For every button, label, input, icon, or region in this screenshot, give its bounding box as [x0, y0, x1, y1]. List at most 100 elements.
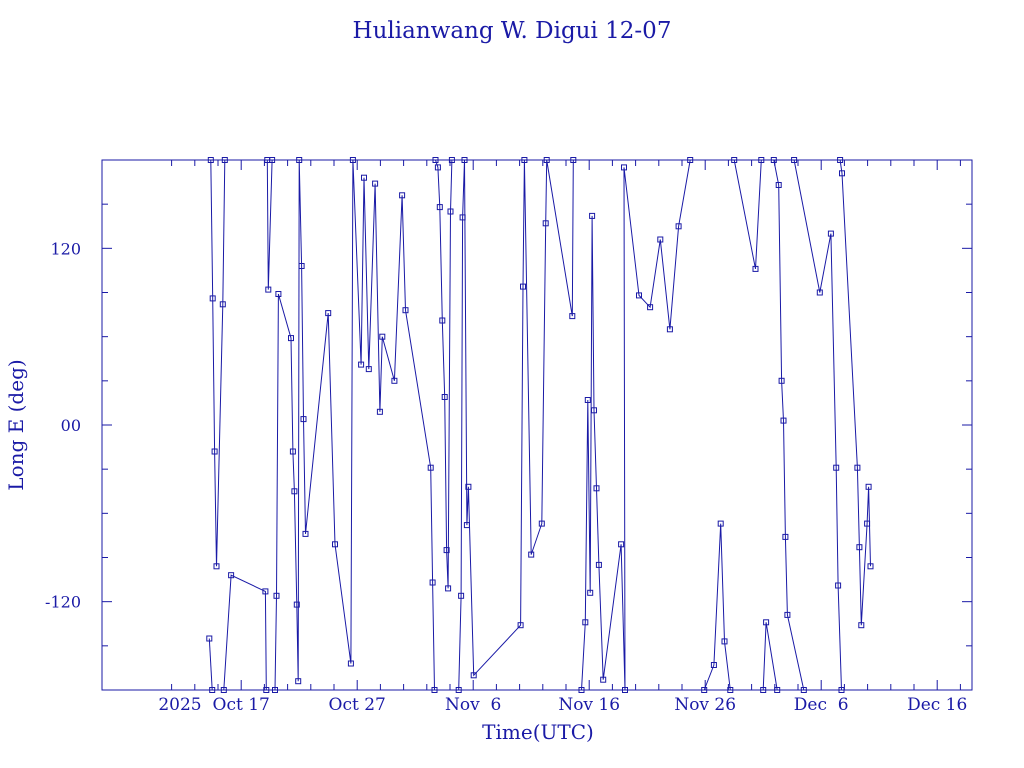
data-point: [758, 157, 765, 163]
x-tick-label: Nov 16: [558, 695, 620, 715]
data-point: [760, 687, 767, 693]
data-point: [379, 333, 386, 340]
data-point: [838, 687, 845, 693]
data-point: [376, 408, 383, 415]
series-line: [435, 159, 453, 589]
data-point: [427, 464, 434, 471]
data-point: [206, 635, 213, 642]
data-point: [300, 416, 307, 423]
data-point: [213, 563, 220, 570]
data-point: [858, 622, 865, 629]
data-point: [593, 485, 600, 492]
data-point: [865, 483, 872, 490]
data-point: [721, 638, 728, 645]
data-point: [458, 592, 465, 599]
data-point: [465, 483, 472, 490]
data-point: [528, 551, 535, 558]
data-point: [542, 220, 549, 227]
data-point: [864, 520, 871, 527]
data-point: [774, 687, 781, 693]
data-point: [441, 394, 448, 400]
data-point: [399, 192, 406, 199]
data-point: [647, 304, 654, 311]
data-point: [265, 286, 272, 293]
y-tick-label: -120: [45, 593, 81, 612]
data-point: [833, 464, 840, 471]
data-point: [782, 533, 789, 540]
data-point: [439, 317, 446, 324]
data-point: [600, 676, 607, 683]
year-label: 2025: [158, 695, 201, 715]
data-point: [220, 687, 227, 693]
data-point: [622, 687, 628, 693]
series-line: [762, 622, 778, 691]
data-point: [578, 687, 585, 693]
data-point: [219, 301, 226, 308]
data-point: [800, 687, 807, 693]
data-point: [431, 687, 438, 693]
data-point: [293, 601, 300, 608]
data-point: [570, 157, 577, 163]
data-point: [273, 592, 280, 599]
data-point: [447, 208, 454, 215]
y-tick-label: 00: [61, 416, 81, 435]
data-point: [325, 310, 332, 317]
data-point: [839, 170, 845, 177]
data-point: [211, 448, 218, 455]
x-tick-label: Nov 26: [674, 695, 736, 715]
data-point: [727, 687, 734, 693]
data-point: [443, 547, 450, 554]
series-line: [793, 159, 842, 691]
series-layer: [206, 157, 874, 693]
data-point: [543, 157, 550, 163]
data-point: [269, 157, 276, 163]
x-tick-label: Dec 16: [907, 695, 967, 715]
data-point: [775, 182, 782, 188]
data-point: [636, 292, 642, 299]
x-tick-label: Nov 6: [445, 695, 501, 715]
data-point: [429, 579, 436, 586]
data-point: [778, 377, 785, 384]
data-point: [701, 687, 708, 693]
data-point: [657, 236, 664, 243]
data-point: [461, 157, 468, 163]
plot-area: 120 00 -120 Oct 17 Oct 27 Nov 6 Nov 16 Nov 26 D…: [45, 157, 973, 715]
series-line: [266, 159, 273, 290]
data-point: [589, 212, 596, 219]
data-point: [347, 660, 354, 667]
data-point: [298, 263, 305, 269]
data-point: [470, 672, 477, 679]
data-point: [434, 164, 441, 171]
data-point: [295, 678, 302, 685]
data-point: [591, 407, 597, 414]
data-point: [463, 522, 470, 529]
series-line: [581, 159, 691, 691]
data-point: [448, 157, 455, 163]
data-point: [710, 662, 717, 668]
y-axis-label: Long E (deg): [4, 359, 28, 490]
data-point: [675, 223, 682, 230]
data-point: [228, 572, 235, 579]
y-tick-label: 120: [50, 239, 81, 258]
series-line: [458, 159, 574, 691]
data-point: [358, 361, 365, 368]
data-point: [569, 313, 576, 320]
data-point: [763, 619, 770, 626]
data-point: [666, 326, 673, 333]
data-point: [296, 157, 303, 163]
data-point: [207, 157, 214, 163]
data-point: [687, 157, 694, 163]
data-point: [584, 397, 591, 403]
data-point: [791, 157, 798, 163]
data-point: [288, 335, 294, 342]
data-point: [459, 214, 466, 221]
data-point: [854, 464, 861, 471]
data-point: [837, 157, 844, 163]
x-tick-label: Oct 27: [329, 695, 386, 715]
data-point: [780, 417, 787, 424]
data-point: [835, 582, 842, 589]
data-point: [595, 561, 602, 568]
data-point: [816, 289, 823, 296]
data-point: [275, 291, 282, 297]
data-point: [582, 619, 589, 626]
